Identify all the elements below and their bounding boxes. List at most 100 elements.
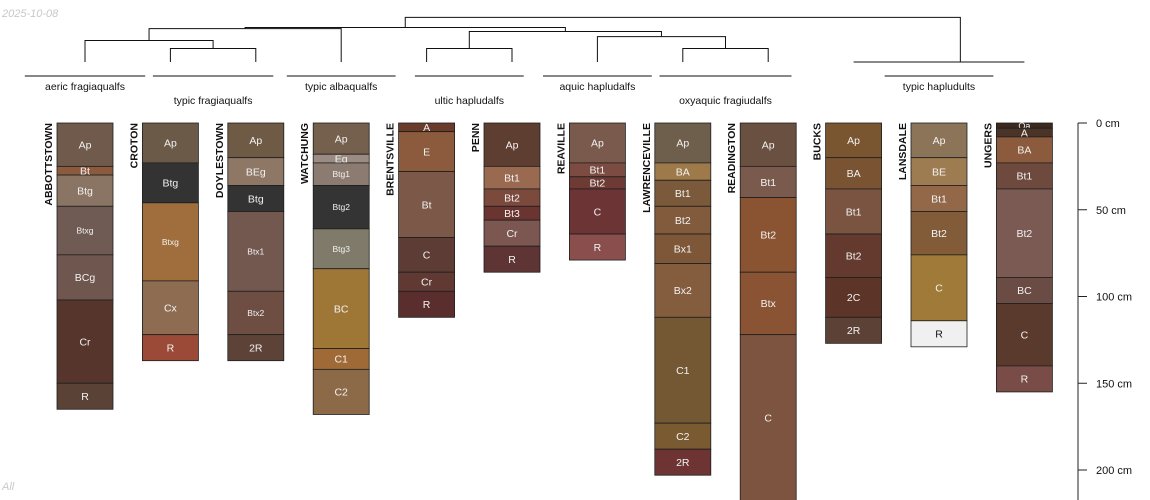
horizon-label-penn-r: R: [508, 254, 516, 266]
horizon-label-watchung-bc: BC: [334, 303, 349, 315]
horizon-label-doylestown-btx2: Btx2: [247, 308, 264, 318]
depth-tick-label-0: 0 cm: [1096, 118, 1120, 130]
horizon-bucks-ap: [825, 122, 882, 159]
horizon-abbottstown-btg: [56, 174, 114, 207]
horizon-label-bucks-2c: 2C: [847, 292, 861, 304]
horizon-label-croton-btxg: Btxg: [162, 237, 179, 247]
horizon-label-abbottstown-btxg: Btxg: [76, 226, 93, 236]
dendrogram-branch-1: [169, 47, 257, 62]
group-label-oxyaquic-fragiudalfs: oxyaquic fragiudalfs: [679, 95, 772, 107]
horizon-label-lawrenceville-ba: BA: [676, 166, 690, 178]
horizon-label-doylestown-btx1: Btx1: [247, 246, 264, 256]
horizon-croton-r: [141, 334, 199, 362]
horizon-label-abbottstown-cr: Cr: [79, 336, 91, 348]
horizon-abbottstown-btxg: [56, 205, 114, 256]
horizon-watchung-btg3: [312, 228, 370, 270]
depth-tick-label-50: 50 cm: [1096, 205, 1126, 217]
horizon-label-bucks-bt2: Bt2: [846, 251, 862, 263]
horizon-croton-btxg: [141, 202, 199, 282]
profile-name-lawrenceville: LAWRENCEVILLE: [641, 123, 653, 213]
horizon-lawrenceville-bx1: [654, 233, 712, 264]
horizon-abbottstown-r: [56, 382, 114, 410]
horizon-label-reaville-c: C: [594, 206, 602, 218]
horizon-lawrenceville-bt1: [654, 179, 712, 207]
horizon-label-lansdale-ap: Ap: [933, 135, 946, 147]
horizon-watchung-btg2: [312, 185, 370, 230]
horizon-doylestown-btx2: [227, 290, 285, 336]
panel-tag: All: [2, 481, 15, 493]
horizon-reaville-c: [569, 188, 626, 235]
horizon-lawrenceville-2r: [654, 448, 712, 476]
horizon-reaville-ap: [569, 122, 626, 164]
depth-tick-label-100: 100 cm: [1096, 292, 1132, 304]
horizon-label-bucks-ba: BA: [847, 168, 861, 180]
horizon-label-watchung-btg3: Btg3: [332, 244, 350, 254]
dendrogram-branch-8: [244, 27, 566, 32]
horizon-label-ungers-bc: BC: [1017, 285, 1032, 297]
horizon-lawrenceville-ap: [654, 122, 712, 164]
horizon-label-doylestown-ap: Ap: [249, 135, 262, 147]
horizon-label-readington-bt2: Bt2: [760, 230, 776, 242]
profile-name-readington: READINGTON: [726, 123, 738, 193]
horizon-label-readington-bt1: Bt1: [760, 177, 776, 189]
horizon-label-brentsville-a: A: [423, 122, 430, 134]
depth-tick-label-150: 150 cm: [1096, 378, 1132, 390]
horizon-label-ungers-oa: Oa: [1018, 121, 1030, 131]
horizon-label-bucks-bt1: Bt1: [846, 206, 862, 218]
horizon-label-lawrenceville-bx2: Bx2: [674, 285, 692, 297]
horizon-bucks-ba: [825, 157, 882, 190]
profile-name-reaville: REAVILLE: [555, 123, 567, 174]
horizon-bucks-bt1: [825, 188, 882, 235]
dendrogram-branch-4: [426, 47, 513, 62]
horizon-doylestown-2r: [227, 334, 285, 362]
horizon-label-doylestown-2r: 2R: [249, 342, 263, 354]
horizon-lawrenceville-bx2: [654, 263, 712, 318]
horizon-label-ungers-c: C: [1021, 329, 1029, 341]
group-label-ultic-hapludalfs: ultic hapludalfs: [435, 95, 504, 107]
profile-name-croton: CROTON: [128, 123, 140, 168]
horizon-lansdale-ap: [910, 122, 968, 159]
profile-name-doylestown: DOYLESTOWN: [214, 123, 226, 198]
horizon-lawrenceville-c1: [654, 316, 712, 424]
horizon-ungers-bt1: [996, 162, 1053, 190]
horizon-label-abbottstown-bt: Bt: [80, 165, 90, 177]
dendrogram-branch-2: [84, 40, 214, 62]
horizon-lansdale-bt2: [910, 211, 968, 256]
horizon-readington-c: [739, 334, 797, 500]
horizon-croton-ap: [141, 122, 199, 164]
horizon-penn-r: [483, 245, 541, 273]
horizon-label-abbottstown-btg: Btg: [77, 185, 93, 197]
horizon-readington-bt2: [739, 197, 797, 273]
horizon-label-watchung-btg1: Btg1: [332, 169, 350, 179]
horizon-label-watchung-c2: C2: [334, 387, 348, 399]
horizon-label-watchung-ap: Ap: [335, 133, 348, 145]
horizon-label-ungers-r: R: [1021, 374, 1029, 386]
profile-name-lansdale: LANSDALE: [897, 123, 909, 180]
horizon-brentsville-e: [398, 131, 456, 172]
horizon-label-doylestown-btg: Btg: [248, 193, 264, 205]
horizon-label-bucks-ap: Ap: [847, 135, 860, 147]
horizon-label-penn-bt1: Bt1: [504, 172, 520, 184]
horizon-label-ungers-a: A: [1021, 127, 1028, 139]
horizon-label-croton-cx: Cx: [164, 303, 178, 315]
horizon-label-watchung-eg: Eg: [335, 153, 348, 165]
horizon-abbottstown-cr: [56, 299, 114, 384]
horizon-label-croton-btg: Btg: [163, 178, 179, 190]
date-stamp: 2025-10-08: [2, 8, 59, 20]
profile-name-abbottstown: ABBOTTSTOWN: [43, 123, 55, 206]
horizon-label-abbottstown-bcg: BCg: [75, 272, 96, 284]
horizon-label-reaville-ap: Ap: [591, 138, 604, 150]
horizon-brentsville-r: [398, 290, 456, 318]
horizon-label-bucks-2r: 2R: [847, 325, 861, 337]
horizon-label-lawrenceville-c2: C2: [676, 431, 690, 443]
group-label-aquic-hapludalfs: aquic hapludalfs: [559, 81, 635, 93]
horizon-label-lawrenceville-bx1: Bx1: [674, 244, 692, 256]
dendrogram-branch-5: [682, 47, 769, 62]
profile-name-penn: PENN: [470, 123, 482, 152]
horizon-label-lawrenceville-bt2: Bt2: [675, 215, 691, 227]
horizon-label-croton-ap: Ap: [164, 138, 177, 150]
horizon-label-ungers-ba: BA: [1017, 145, 1031, 157]
horizon-label-readington-btx: Btx: [761, 298, 777, 310]
horizon-label-lawrenceville-ap: Ap: [676, 138, 689, 150]
